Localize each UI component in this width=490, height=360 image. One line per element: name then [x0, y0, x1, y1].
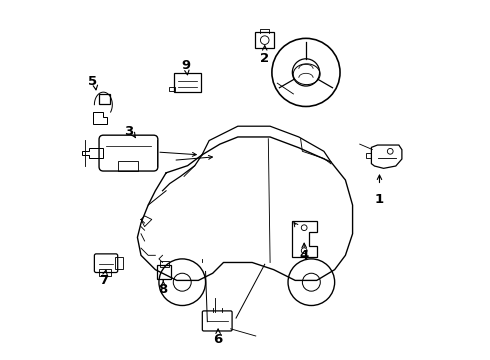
Text: 8: 8 [158, 283, 167, 296]
Text: 1: 1 [375, 193, 384, 206]
Text: 5: 5 [88, 75, 97, 88]
Text: 6: 6 [214, 333, 223, 346]
Text: 4: 4 [299, 249, 309, 262]
Text: 2: 2 [260, 51, 270, 64]
Text: 9: 9 [181, 59, 191, 72]
Text: 3: 3 [124, 125, 133, 138]
Text: 7: 7 [99, 274, 108, 287]
